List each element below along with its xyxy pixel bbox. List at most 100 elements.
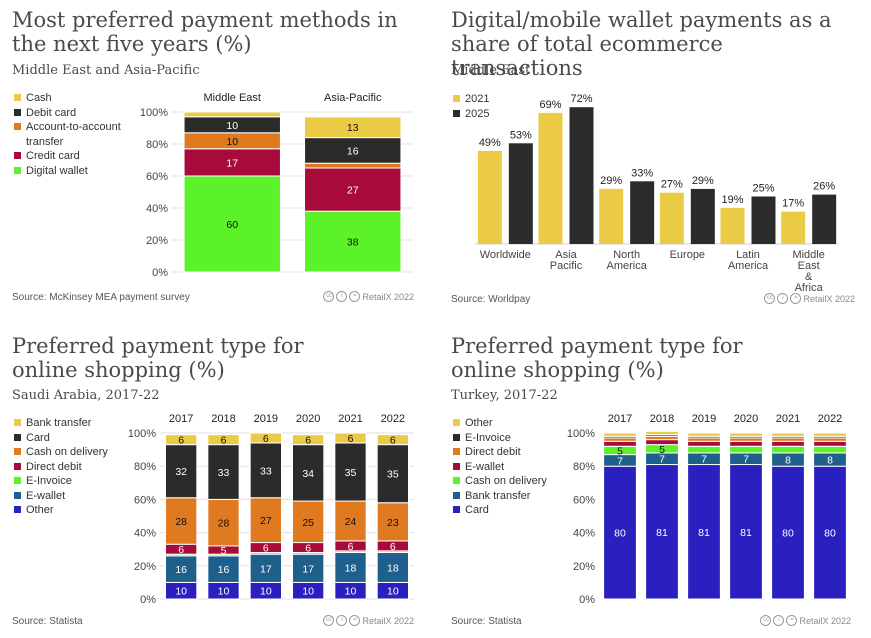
bar — [569, 107, 594, 244]
y-tick-label: 40% — [134, 528, 156, 540]
legend-label: E-Invoice — [26, 475, 72, 487]
bar-segment — [687, 440, 721, 447]
bar-segment — [292, 553, 325, 583]
bar-segment — [645, 439, 679, 446]
license-label: RetailX 2022 — [362, 615, 414, 626]
data-label: 6 — [390, 541, 396, 553]
legend-swatch — [14, 491, 21, 499]
category-label: 2020 — [296, 413, 320, 425]
data-label: 6 — [178, 544, 184, 556]
legend-swatch — [453, 419, 460, 426]
chart-panel-4: Preferred payment type for online shoppi… — [439, 326, 869, 638]
category-label: Pacific — [550, 260, 583, 272]
legend-swatch — [14, 506, 21, 513]
legend-label: Digital wallet — [26, 164, 88, 177]
legend-swatch — [453, 95, 460, 102]
data-label: 5 — [617, 445, 623, 457]
category-label: 2018 — [650, 413, 674, 425]
legend-item: Cash on delivery — [453, 474, 563, 489]
legend-swatch — [14, 152, 21, 159]
data-label: 69% — [539, 99, 561, 111]
bar-segment — [304, 162, 402, 169]
data-label: 17 — [302, 563, 314, 575]
license-badge: cc i = RetailX 2022 — [764, 293, 855, 304]
license-label: RetailX 2022 — [799, 615, 851, 626]
bar-segment — [771, 432, 805, 437]
legend-label: Cash on delivery — [26, 446, 108, 458]
stacked-bar-chart: 0% 20% 40% 60% 80% 100% 2017 10 16 6 28 32 6 2018 10 16… — [128, 413, 414, 606]
data-label: 5 — [221, 545, 227, 557]
bar-segment — [729, 464, 763, 600]
bar — [659, 192, 684, 244]
bar-segment — [292, 500, 325, 544]
bar — [690, 188, 715, 244]
data-label: 13 — [347, 122, 359, 134]
data-label: 33% — [631, 167, 653, 179]
by-icon: i — [773, 615, 785, 626]
bar-segment — [249, 442, 282, 499]
data-label: 16 — [218, 564, 230, 576]
data-label: 6 — [263, 433, 269, 445]
data-label: 23 — [387, 517, 399, 529]
data-label: 49% — [479, 137, 501, 149]
data-label: 26% — [813, 181, 835, 193]
chart-source: Source: Statista — [451, 616, 522, 627]
data-label: 7 — [701, 454, 707, 466]
data-label: 6 — [178, 435, 184, 447]
legend-label: Direct debit — [26, 460, 82, 473]
legend-item: Other — [453, 416, 563, 431]
bar-segment — [687, 445, 721, 454]
data-label: 8 — [785, 455, 791, 467]
data-label: 60 — [226, 219, 238, 231]
bar-segment — [304, 137, 402, 164]
bar — [781, 211, 806, 244]
legend-swatch — [14, 94, 21, 101]
chart-subtitle: Saudi Arabia, 2017-22 — [12, 388, 160, 403]
legend-item: Bank transfer — [453, 489, 563, 504]
category-label: America — [606, 260, 647, 272]
legend-label: Card — [26, 431, 50, 444]
data-label: 29% — [692, 175, 714, 187]
legend-swatch — [453, 506, 460, 513]
data-label: 16 — [347, 145, 359, 157]
category-label: Europe — [670, 249, 705, 261]
bar-segment — [183, 111, 281, 118]
category-label: America — [728, 260, 769, 272]
category-label: Africa — [795, 282, 824, 294]
bar-segment — [304, 116, 402, 139]
legend-item: Account-to-account transfer — [14, 120, 129, 149]
data-label: 27 — [347, 185, 359, 197]
license-badge: cc i = RetailX 2022 — [323, 615, 414, 626]
legend-item: Direct debit — [14, 460, 124, 475]
chart-title: Preferred payment type for online shoppi… — [451, 334, 743, 382]
data-label: 34 — [302, 468, 314, 480]
legend-item: E-wallet — [453, 460, 563, 475]
chart-source: Source: Worldpay — [451, 294, 531, 305]
data-label: 10 — [387, 586, 399, 598]
license-badge: cc i = RetailX 2022 — [760, 615, 851, 626]
bar — [720, 207, 745, 244]
data-label: 80 — [614, 528, 626, 540]
bar-segment — [207, 434, 240, 446]
category-label: North — [613, 249, 640, 261]
data-label: 10 — [226, 136, 238, 148]
data-label: 17% — [782, 198, 804, 210]
data-label: 10 — [175, 586, 187, 598]
legend-item: Cash — [14, 91, 129, 106]
legend-item: 2021 — [453, 92, 533, 107]
license-label: RetailX 2022 — [803, 293, 855, 304]
data-label: 81 — [740, 527, 752, 539]
data-label: 6 — [348, 433, 354, 445]
category-label: 2021 — [338, 413, 362, 425]
legend-label: Cash — [26, 92, 52, 104]
chart-legend: Bank transfer Card Cash on delivery Dire… — [14, 416, 124, 518]
nd-icon: = — [349, 615, 361, 626]
license-badge: cc i = RetailX 2022 — [323, 291, 414, 302]
bar-segment — [304, 210, 402, 273]
data-label: 80 — [824, 528, 836, 540]
legend-item: Bank transfer — [14, 416, 124, 431]
bar-segment — [183, 175, 281, 273]
data-label: 19% — [721, 194, 743, 206]
legend-swatch — [14, 448, 21, 455]
bar-segment — [334, 442, 367, 502]
